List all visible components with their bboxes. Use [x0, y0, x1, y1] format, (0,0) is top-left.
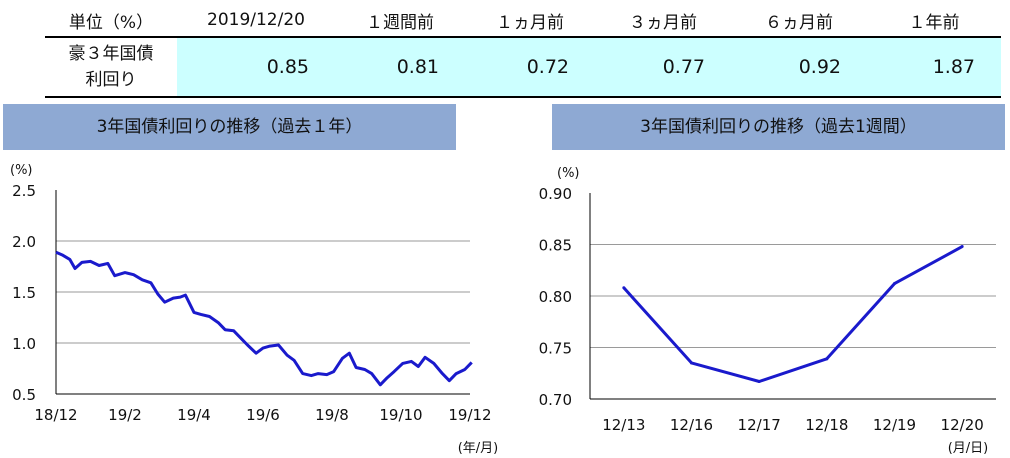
- y-tick-label-chart2: 0.75: [539, 340, 572, 358]
- x-tick-label-chart2: 12/20: [941, 416, 984, 434]
- x-tick-label-chart1: 19/6: [246, 406, 280, 424]
- header-3-months-ago: ３ヵ月前: [595, 4, 731, 38]
- table-row: 豪３年国債 利回り 0.85 0.81 0.72 0.77 0.92 1.87: [45, 37, 1001, 98]
- y-tick-label-chart1: 1.5: [12, 284, 36, 302]
- header-unit: 単位（%）: [45, 4, 177, 38]
- value-1-month-ago: 0.72: [465, 37, 595, 98]
- x-tick-label-chart1: 19/10: [379, 406, 422, 424]
- header-1-month-ago: １ヵ月前: [465, 4, 595, 38]
- header-6-months-ago: ６ヵ月前: [731, 4, 867, 38]
- x-tick-label-chart1: 19/12: [448, 406, 491, 424]
- table-header-row: 単位（%） 2019/12/20 １週間前 １ヵ月前 ３ヵ月前 ６ヵ月前 １年前: [45, 4, 1001, 38]
- chart-2-title: 3年国債利回りの推移（過去1週間）: [552, 104, 1005, 150]
- series-line-chart2: [622, 245, 963, 383]
- x-tick-label-chart2: 12/17: [738, 416, 781, 434]
- y-tick-label-chart1: 2.0: [12, 233, 36, 251]
- y-tick-label-chart2: 0.90: [539, 185, 572, 203]
- x-tick-label-chart1: 19/8: [315, 406, 349, 424]
- value-3-months-ago: 0.77: [595, 37, 731, 98]
- y-tick-label-chart1: 0.5: [12, 386, 36, 404]
- y-tick-label-chart1: 1.0: [12, 335, 36, 353]
- row-label-line1: 豪３年国債: [68, 44, 154, 64]
- value-1-week-ago: 0.81: [335, 37, 465, 98]
- x-tick-label-chart1: 19/4: [177, 406, 211, 424]
- value-1-year-ago: 1.87: [867, 37, 1001, 98]
- value-current: 0.85: [177, 37, 335, 98]
- x-tick-label-chart2: 12/19: [873, 416, 916, 434]
- header-current-date: 2019/12/20: [177, 4, 335, 38]
- x-unit-chart1: (年/月): [458, 441, 499, 456]
- x-tick-label-chart1: 18/12: [34, 406, 77, 424]
- row-label-line2: 利回り: [85, 70, 137, 90]
- x-tick-label-chart2: 12/13: [602, 416, 645, 434]
- header-1-year-ago: １年前: [867, 4, 1001, 38]
- data-point-chart2: [960, 245, 964, 249]
- x-tick-label-chart2: 12/16: [670, 416, 713, 434]
- data-point-chart2: [825, 357, 829, 361]
- header-1-week-ago: １週間前: [335, 4, 465, 38]
- series-line-chart1: [55, 250, 473, 387]
- value-6-months-ago: 0.92: [731, 37, 867, 98]
- y-tick-label-chart2: 0.80: [539, 288, 572, 306]
- data-point-chart2: [893, 282, 896, 286]
- x-tick-label-chart1: 19/2: [108, 406, 142, 424]
- row-label: 豪３年国債 利回り: [45, 37, 177, 98]
- x-tick-label-chart2: 12/18: [805, 416, 848, 434]
- chart-1-title: 3年国債利回りの推移（過去１年）: [3, 104, 456, 150]
- data-point-chart2: [622, 286, 626, 290]
- y-unit-chart2: (%): [557, 166, 580, 181]
- y-tick-label-chart1: 2.5: [12, 182, 36, 200]
- y-unit-chart1: (%): [10, 163, 33, 178]
- x-unit-chart2: (月/日): [948, 441, 989, 456]
- data-point-chart2: [690, 361, 693, 365]
- data-point-chart2: [757, 379, 761, 383]
- y-tick-label-chart2: 0.85: [539, 237, 572, 255]
- y-tick-label-chart2: 0.70: [539, 391, 572, 409]
- yield-summary-table: 単位（%） 2019/12/20 １週間前 １ヵ月前 ３ヵ月前 ６ヵ月前 １年前…: [45, 4, 1001, 98]
